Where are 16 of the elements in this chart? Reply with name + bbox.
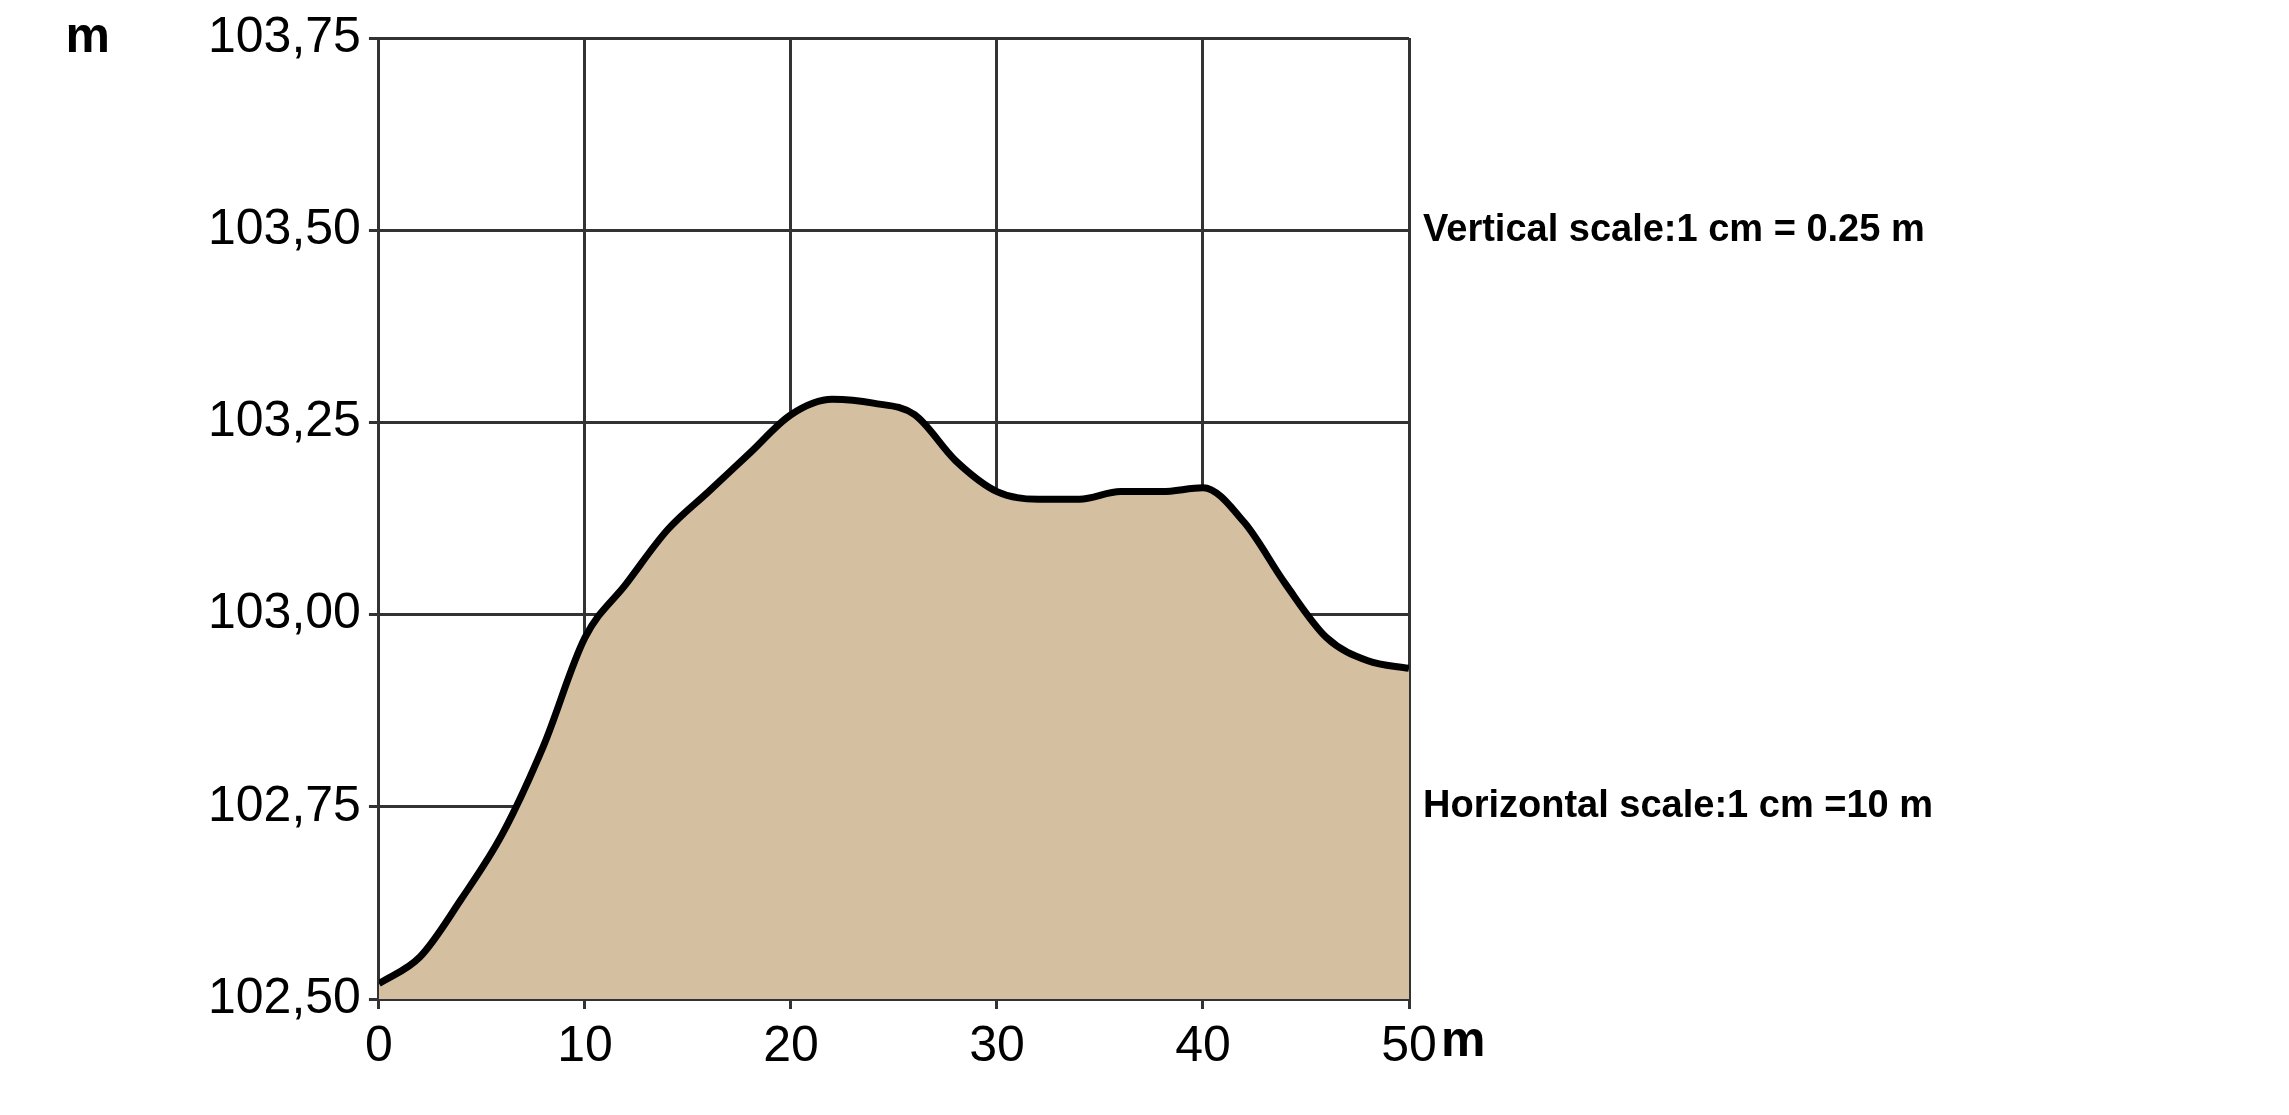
y-tick-label: 103,50 <box>207 198 361 255</box>
y-tick-label: 103,25 <box>207 391 361 448</box>
x-tick-label: 40 <box>1175 1015 1231 1072</box>
x-tick-label: 10 <box>557 1015 613 1072</box>
y-tick-label: 103,75 <box>207 6 361 63</box>
x-tick-label: 0 <box>365 1015 393 1072</box>
y-tick-label: 102,75 <box>207 775 361 832</box>
x-tick-label: 50 <box>1381 1015 1437 1072</box>
text: Vertical scale:1 cm = 0.25 m <box>1423 206 1925 249</box>
y-tick-label: 102,50 <box>207 967 361 1024</box>
text: Horizontal scale:1 cm =10 m <box>1423 783 1934 826</box>
x-tick-label: 30 <box>969 1015 1025 1072</box>
x-tick-label: 20 <box>763 1015 819 1072</box>
x-axis-title: m <box>1441 1010 1486 1067</box>
y-axis-title: m <box>65 6 110 63</box>
y-tick-label: 103,00 <box>207 583 361 640</box>
